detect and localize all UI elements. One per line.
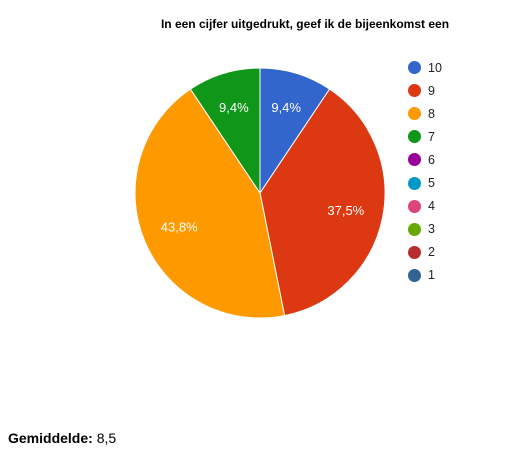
legend-swatch — [408, 176, 421, 190]
legend-swatch — [408, 107, 421, 121]
legend-swatch — [408, 153, 421, 167]
legend-swatch — [408, 130, 421, 144]
legend-swatch — [408, 245, 421, 259]
pie-chart: 9,4% 37,5% 43,8% 9,4% — [134, 67, 386, 319]
legend-item-8: 8 — [408, 102, 442, 125]
legend-label: 10 — [428, 60, 442, 75]
legend-item-6: 6 — [408, 148, 442, 171]
legend-label: 8 — [428, 106, 435, 121]
legend-item-4: 4 — [408, 195, 442, 218]
legend-swatch — [408, 199, 421, 213]
legend-label: 6 — [428, 152, 435, 167]
slice-label-9: 37,5% — [327, 203, 364, 218]
legend-label: 1 — [428, 268, 435, 283]
legend-item-10: 10 — [408, 56, 442, 79]
pie-slice-8 — [134, 88, 286, 319]
legend-item-2: 2 — [408, 241, 442, 264]
legend-label: 2 — [428, 245, 435, 260]
legend-swatch — [408, 268, 421, 282]
average-score: Gemiddelde: 8,5 — [8, 430, 116, 446]
pie-slice-7 — [189, 67, 261, 195]
legend-item-7: 7 — [408, 125, 442, 148]
legend-item-1: 1 — [408, 264, 442, 287]
chart-legend: 10 9 8 7 6 5 4 3 2 1 — [408, 56, 442, 287]
legend-item-5: 5 — [408, 171, 442, 194]
average-label: Gemiddelde: — [8, 430, 93, 446]
legend-swatch — [408, 222, 421, 236]
chart-title: In een cijfer uitgedrukt, geef ik de bij… — [160, 17, 450, 31]
legend-label: 5 — [428, 176, 435, 191]
pie-slice-9 — [259, 88, 386, 317]
average-value: 8,5 — [96, 430, 117, 446]
slice-label-7: 9,4% — [219, 100, 249, 115]
legend-swatch — [408, 84, 421, 98]
legend-item-3: 3 — [408, 218, 442, 241]
legend-label: 7 — [428, 129, 435, 144]
legend-item-9: 9 — [408, 79, 442, 102]
slice-label-8: 43,8% — [161, 220, 198, 235]
legend-swatch — [408, 61, 421, 75]
legend-label: 9 — [428, 83, 435, 98]
legend-label: 4 — [428, 199, 435, 214]
slice-label-10: 9,4% — [271, 100, 301, 115]
legend-label: 3 — [428, 222, 435, 237]
